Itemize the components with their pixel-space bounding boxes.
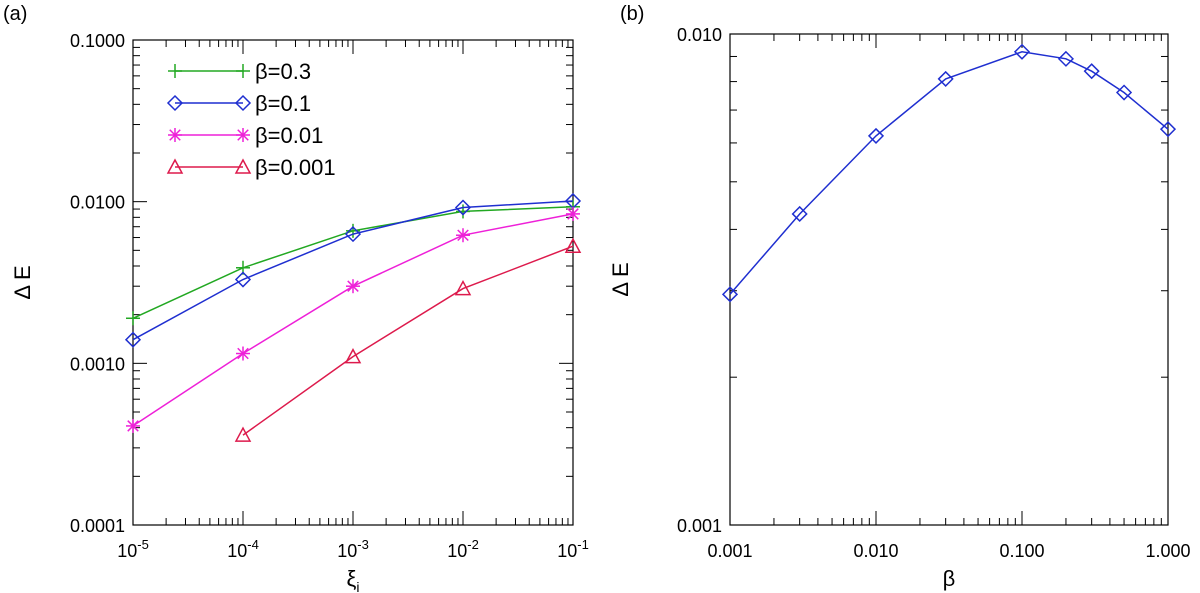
- series-line: [132, 213, 574, 427]
- data-point: [454, 199, 472, 216]
- y-axis-title: Δ E: [10, 265, 35, 299]
- legend-marker: [236, 128, 250, 142]
- data-point: [456, 228, 470, 243]
- legend-label: β=0.3: [255, 59, 311, 84]
- panel-b: 0.001 0.010 0.100 1.000 0.001 0.010 Δ E β (b): [608, 3, 1191, 591]
- legend-marker: [236, 64, 250, 78]
- y-tick-label: 0.010: [677, 25, 722, 45]
- data-point: [234, 271, 252, 288]
- panel-tag: (b): [620, 3, 644, 25]
- data-point: [564, 237, 582, 253]
- data-point: [1013, 43, 1031, 60]
- x-tick-label: 1.000: [1145, 541, 1190, 561]
- series-line: [132, 200, 574, 341]
- data-point: [1057, 50, 1075, 67]
- x-tick-label: 10-2: [447, 537, 479, 561]
- x-tick-label: 10-3: [337, 537, 369, 561]
- y-tick-label: 0.0001: [70, 516, 125, 536]
- data-point: [566, 206, 580, 221]
- series-0: [721, 43, 1177, 303]
- legend-marker: [166, 94, 184, 112]
- y-tick-label: 0.0010: [70, 354, 125, 374]
- series-3: [234, 237, 582, 442]
- data-point: [937, 70, 954, 87]
- y-axis-title: Δ E: [608, 262, 633, 296]
- panel-a: 10-5 10-4 10-3 10-2 10-1 0.0001 0.0010 0.0100 0.…: [3, 3, 589, 593]
- plot-frame: [729, 33, 1169, 526]
- y-tick-label: 0.1000: [70, 31, 125, 51]
- tick-marks: [729, 33, 1169, 526]
- data-point: [126, 418, 140, 433]
- legend-marker: [234, 94, 252, 112]
- data-point: [454, 279, 472, 296]
- legend-marker: [168, 64, 182, 78]
- data-point: [234, 426, 252, 442]
- x-axis-title: ξi: [347, 566, 360, 593]
- x-tick-label: 0.001: [707, 541, 752, 561]
- series-line: [242, 245, 574, 436]
- data-point: [1083, 63, 1100, 80]
- x-tick-label: 10-4: [227, 537, 259, 561]
- data-point: [346, 279, 360, 294]
- series-line: [132, 206, 574, 319]
- x-tick-label: 10-5: [117, 537, 149, 561]
- data-point: [1115, 84, 1133, 101]
- legend: β=0.3 β=0.1 β=0.01 β=0.001: [166, 59, 336, 180]
- x-axis-title: β: [943, 566, 956, 591]
- data-point: [126, 311, 140, 326]
- legend-label: β=0.01: [255, 123, 323, 148]
- x-tick-label: 10-1: [557, 537, 589, 561]
- data-point: [124, 331, 142, 348]
- data-point: [344, 348, 362, 364]
- legend-marker: [234, 158, 252, 174]
- data-point: [791, 205, 808, 223]
- tick-marks: [132, 39, 574, 526]
- data-point: [1159, 121, 1177, 138]
- x-tick-label: 0.010: [853, 541, 898, 561]
- series-2: [126, 206, 580, 433]
- legend-label: β=0.001: [255, 155, 336, 180]
- legend-marker: [168, 128, 182, 142]
- series-line: [729, 51, 1169, 295]
- data-point: [867, 127, 885, 144]
- data-point: [236, 346, 250, 361]
- legend-label: β=0.1: [255, 91, 311, 116]
- y-tick-label: 0.0100: [70, 193, 125, 213]
- data-point: [344, 226, 362, 243]
- y-tick-label: 0.001: [677, 516, 722, 536]
- panel-tag: (a): [3, 3, 27, 25]
- x-tick-label: 0.100: [999, 541, 1044, 561]
- data-point: [721, 286, 739, 303]
- legend-marker: [166, 158, 184, 174]
